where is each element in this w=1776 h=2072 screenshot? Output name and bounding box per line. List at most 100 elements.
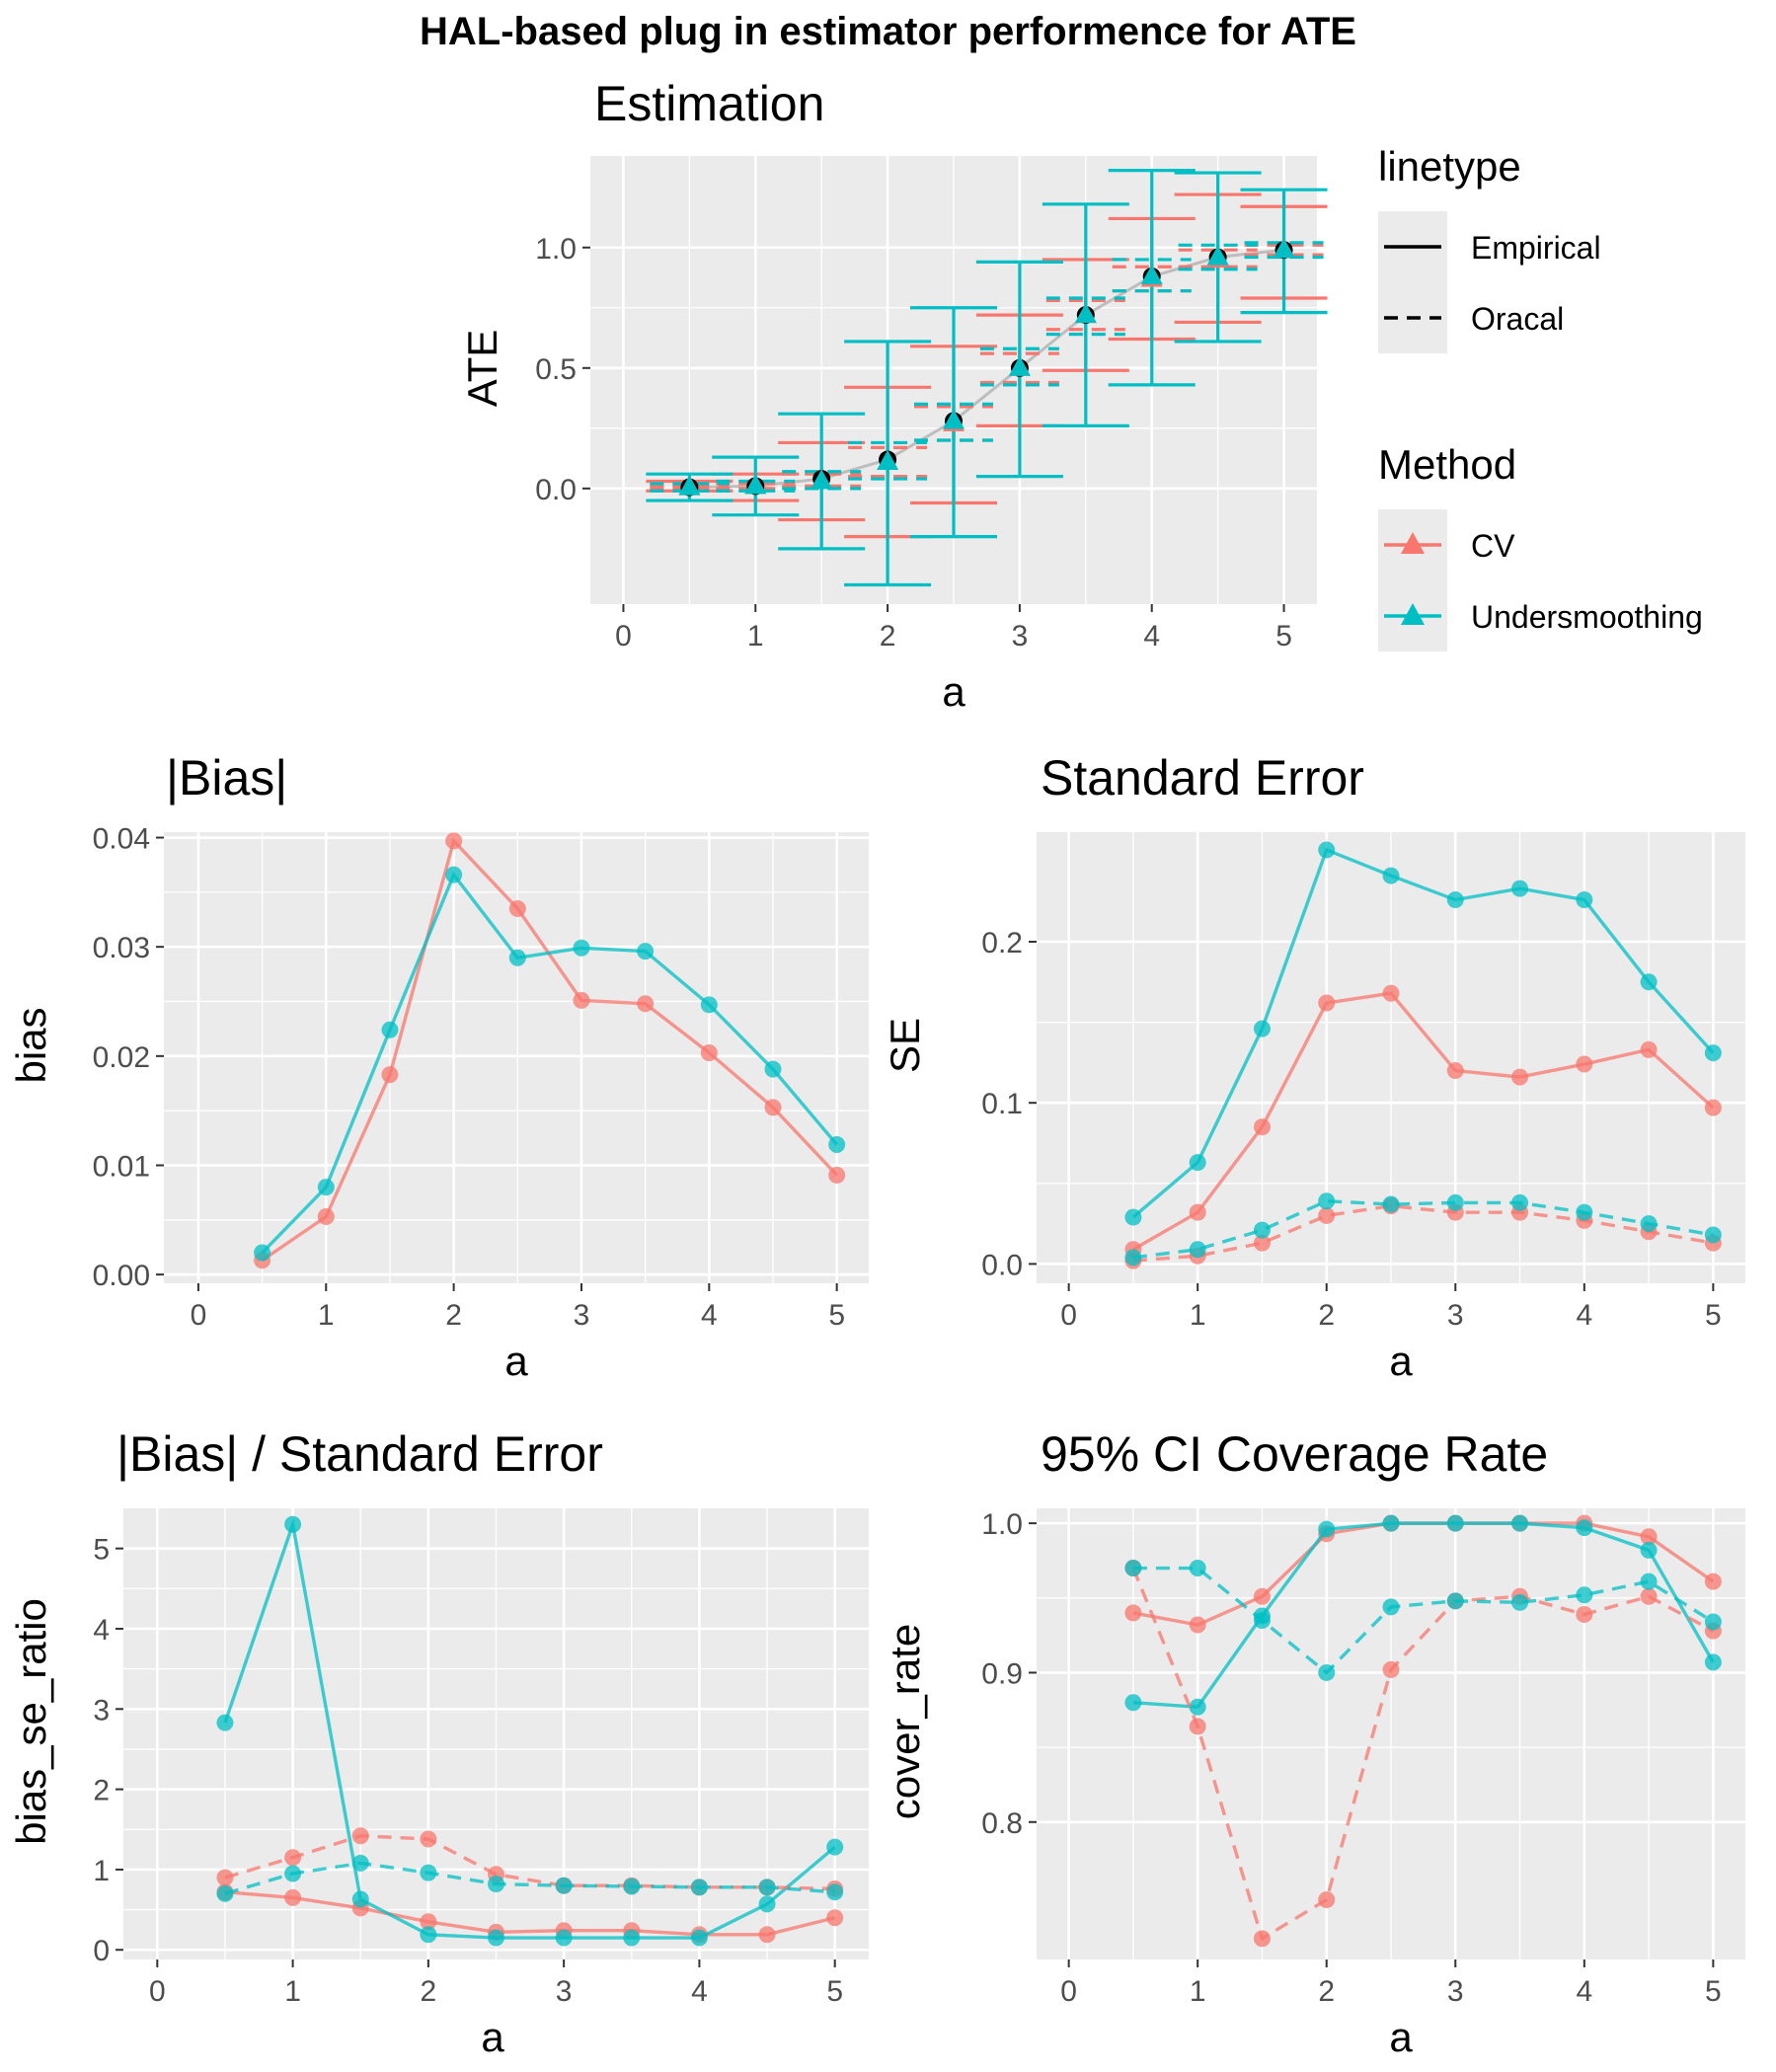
x-tick-label: 1	[1190, 1975, 1206, 2008]
panel-title: |Bias|	[166, 750, 287, 806]
data-point-undersmoothing	[1446, 891, 1464, 909]
data-point-cv	[1704, 1099, 1722, 1116]
y-axis-title: ATE	[459, 330, 505, 408]
data-point-undersmoothing	[216, 1884, 234, 1902]
data-point-undersmoothing	[1576, 1203, 1593, 1221]
x-tick-label: 3	[1447, 1975, 1464, 2008]
data-point-undersmoothing	[1318, 1663, 1336, 1681]
data-point-undersmoothing	[420, 1864, 437, 1881]
x-axis-title: a	[942, 668, 965, 715]
data-point-undersmoothing	[1576, 1519, 1593, 1537]
data-point-undersmoothing	[1704, 1653, 1722, 1671]
data-point-cv	[1253, 1234, 1271, 1252]
data-point-cv	[1704, 1573, 1722, 1590]
estimate-triangle-undersmoothing	[1273, 238, 1295, 259]
data-point-undersmoothing	[1382, 1195, 1400, 1213]
data-point-undersmoothing	[1576, 1586, 1593, 1604]
y-tick-label: 1.0	[535, 233, 577, 266]
x-tick-label: 2	[445, 1299, 462, 1332]
legend-label: Oracal	[1471, 301, 1564, 337]
x-tick-label: 4	[701, 1299, 718, 1332]
data-point-undersmoothing	[1511, 1514, 1529, 1532]
y-axis-title: cover_rate	[882, 1624, 928, 1819]
data-point-undersmoothing	[1318, 841, 1336, 859]
data-point-cv	[1640, 1587, 1658, 1605]
data-point-cv	[1124, 1604, 1142, 1622]
x-tick-label: 1	[1190, 1299, 1206, 1332]
x-tick-label: 4	[1576, 1299, 1592, 1332]
panel-title: Standard Error	[1041, 750, 1364, 806]
y-axis-title: SE	[882, 1018, 928, 1073]
data-point-undersmoothing	[284, 1515, 302, 1533]
data-point-cv	[508, 899, 526, 917]
series-line-cv-oracal	[224, 1834, 835, 1891]
data-point-undersmoothing	[254, 1244, 271, 1262]
data-point-undersmoothing	[690, 1929, 708, 1947]
data-point-cv	[637, 995, 655, 1013]
y-tick-label: 0.0	[535, 474, 577, 506]
x-tick-label: 0	[191, 1299, 207, 1332]
y-tick-label: 1.0	[981, 1508, 1023, 1541]
data-point-undersmoothing	[1382, 867, 1400, 884]
data-point-undersmoothing	[216, 1714, 234, 1731]
y-tick-label: 0.1	[981, 1088, 1023, 1120]
data-point-undersmoothing	[508, 949, 526, 966]
series-line-undersmoothing-empirical	[1132, 1521, 1715, 1710]
data-point-cv	[420, 1830, 437, 1848]
series-line-cv-oracal	[1131, 1567, 1715, 1942]
data-point-undersmoothing	[764, 1060, 782, 1078]
x-axis-title: a	[504, 1338, 528, 1384]
panel-coverage	[1029, 1508, 1745, 1967]
x-tick-label: 1	[318, 1299, 335, 1332]
data-point-undersmoothing	[1382, 1598, 1400, 1616]
x-tick-label: 5	[1705, 1299, 1722, 1332]
data-point-undersmoothing	[758, 1895, 776, 1913]
legend-label: CV	[1471, 528, 1515, 564]
data-point-undersmoothing	[758, 1879, 776, 1896]
data-point-undersmoothing	[1576, 891, 1593, 909]
y-axis-title: bias	[8, 1007, 54, 1083]
main-title: HAL-based plug in estimator performence …	[419, 10, 1356, 53]
x-axis-title: a	[481, 2014, 504, 2060]
y-tick-label: 0.03	[93, 932, 150, 964]
data-point-undersmoothing	[1124, 1208, 1142, 1226]
data-point-cv	[758, 1926, 776, 1944]
x-tick-label: 1	[747, 620, 764, 652]
x-tick-label: 5	[828, 1299, 845, 1332]
data-point-cv	[1318, 1206, 1336, 1224]
data-point-undersmoothing	[1189, 1560, 1206, 1577]
data-point-undersmoothing	[637, 943, 655, 960]
data-point-cv	[1576, 1605, 1593, 1623]
data-point-undersmoothing	[1446, 1592, 1464, 1610]
y-tick-label: 1	[93, 1855, 110, 1887]
x-tick-label: 2	[421, 1975, 437, 2008]
y-tick-label: 0.01	[93, 1150, 150, 1183]
data-point-cv	[317, 1208, 335, 1226]
data-point-undersmoothing	[1189, 1241, 1206, 1259]
estimate-triangle-undersmoothing	[744, 474, 767, 495]
x-tick-label: 2	[880, 620, 896, 652]
series-line-undersmoothing-oracal	[1132, 1199, 1714, 1260]
data-point-undersmoothing	[1511, 1593, 1529, 1611]
y-tick-label: 0.2	[981, 927, 1023, 959]
data-point-undersmoothing	[555, 1929, 573, 1947]
data-point-undersmoothing	[1318, 1520, 1336, 1538]
data-point-undersmoothing	[826, 1883, 844, 1901]
estimate-triangle-undersmoothing	[877, 449, 899, 470]
data-point-undersmoothing	[1704, 1613, 1722, 1631]
data-point-undersmoothing	[828, 1135, 846, 1153]
legend-key-triangle	[1401, 532, 1425, 554]
data-point-cv	[1382, 1660, 1400, 1678]
data-point-undersmoothing	[573, 939, 590, 957]
data-point-undersmoothing	[420, 1926, 437, 1944]
data-point-undersmoothing	[1124, 1249, 1142, 1266]
data-point-undersmoothing	[1640, 1215, 1658, 1233]
data-point-cv	[381, 1066, 399, 1084]
y-tick-label: 5	[93, 1534, 110, 1567]
x-tick-label: 2	[1318, 1975, 1335, 2008]
data-point-cv	[1253, 1118, 1271, 1136]
data-point-undersmoothing	[1253, 1611, 1271, 1629]
x-tick-label: 3	[1012, 620, 1029, 652]
data-point-undersmoothing	[488, 1929, 504, 1947]
